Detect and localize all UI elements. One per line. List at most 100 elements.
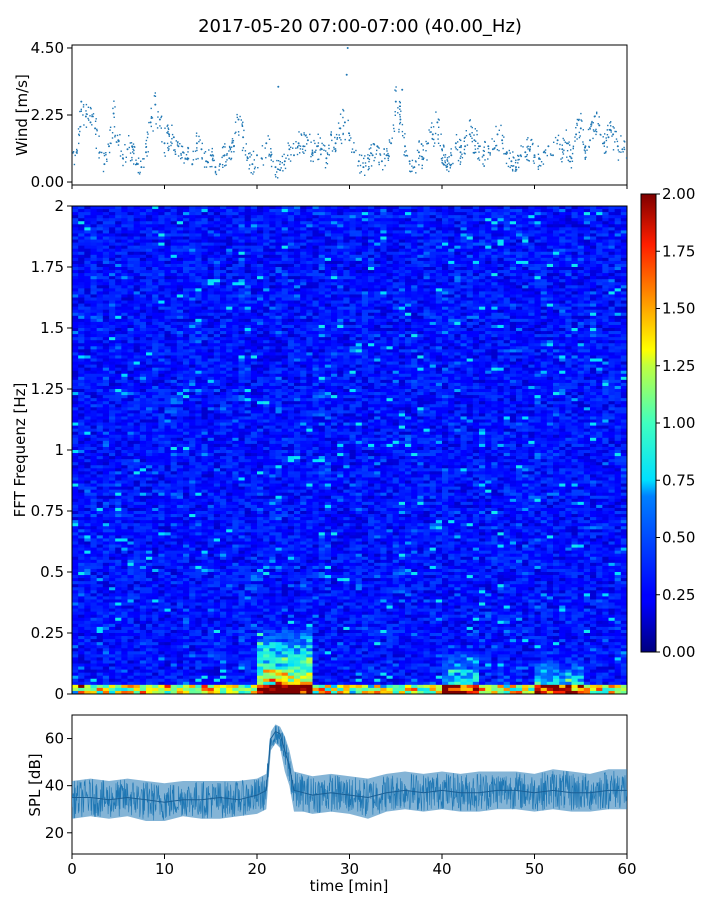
spectrogram-cell (238, 288, 246, 292)
spectrogram-cell (232, 218, 239, 222)
spectrogram-cell (386, 321, 394, 326)
spectrogram-cell (207, 221, 215, 225)
spectrogram-cell (590, 273, 597, 277)
spectrogram-cell (472, 297, 480, 301)
spectrogram-cell (263, 306, 270, 311)
spectrogram-cell (620, 227, 627, 231)
spectrogram-cell (331, 236, 338, 240)
spectrogram-cell (244, 263, 252, 268)
spectrogram-cell (238, 212, 246, 216)
spectrogram-cell (152, 254, 159, 259)
wind-point (605, 137, 607, 139)
spectrogram-cell (195, 227, 202, 231)
spectrogram-cell (226, 303, 233, 308)
spectrogram-cell (257, 227, 264, 231)
spectrogram-cell (72, 212, 79, 216)
spectrogram-cell (435, 324, 443, 329)
spectrogram-cell (189, 273, 196, 277)
spectrogram-cell (78, 215, 85, 219)
spectrogram-cell (127, 245, 135, 250)
spectrogram-cell (164, 254, 172, 259)
spectrogram-cell (602, 239, 609, 243)
spectrogram-cell (596, 303, 603, 308)
spectrogram-cell (127, 227, 135, 231)
spectrogram-cell (417, 321, 424, 326)
spectrogram-cell (170, 227, 178, 231)
wind-point (444, 154, 447, 156)
spectrogram-cell (620, 239, 627, 243)
spectrogram-cell (423, 315, 431, 320)
spectrogram-cell (374, 257, 381, 262)
spectrogram-cell (127, 300, 135, 304)
spectrogram-cell (374, 267, 381, 271)
spectrogram-cell (423, 273, 431, 277)
wind-point (325, 162, 327, 164)
spectrogram-cell (146, 224, 153, 228)
spectrogram-cell (220, 251, 227, 256)
wind-point (262, 164, 265, 166)
spectrogram-cell (417, 324, 424, 329)
spectrogram-cell (429, 315, 437, 320)
spectrogram-cell (429, 297, 437, 301)
spectrogram-cell (250, 270, 258, 274)
wind-point (377, 146, 379, 148)
wind-point (335, 133, 338, 136)
spectrogram-cell (257, 221, 264, 225)
wind-point (271, 153, 273, 156)
spectrogram-cell (577, 331, 585, 335)
spectrogram-cell (183, 288, 190, 292)
wind-point (145, 151, 147, 154)
wind-point (150, 125, 152, 128)
spectrogram-cell (78, 300, 85, 304)
spectrogram-cell (287, 328, 295, 332)
spectrogram-cell (207, 248, 215, 253)
spectrogram-cell (102, 251, 110, 256)
spectrogram-cell (164, 297, 172, 301)
spectrogram-cell (96, 260, 104, 265)
spectrogram-cell (90, 318, 98, 323)
spectrogram-cell (565, 291, 572, 295)
spectrogram-cell (269, 300, 276, 304)
spectrogram-cell (121, 276, 128, 280)
spectrogram-cell (590, 233, 597, 237)
spectrogram-cell (497, 279, 505, 283)
spectrogram-cell (238, 209, 246, 213)
spectrogram-cell (448, 257, 455, 262)
wind-point (570, 149, 572, 151)
spectrogram-cell (312, 273, 320, 277)
spectrogram-cell (287, 306, 295, 311)
spectrogram-cell (102, 321, 110, 326)
spectrogram-cell (238, 270, 246, 274)
spectrogram-cell (343, 263, 350, 268)
spectrogram-cell (392, 321, 400, 326)
wind-point (460, 139, 462, 142)
spectrogram-cell (331, 263, 338, 268)
spectrogram-cell (374, 324, 381, 329)
spectrogram-cell (324, 309, 332, 314)
spectrogram-cell (331, 270, 338, 274)
spectrogram-cell (472, 282, 480, 286)
spectrogram-cell (109, 328, 116, 332)
wind-point (597, 123, 599, 125)
spectrogram-cell (485, 285, 492, 289)
spectrogram-cell (380, 321, 387, 326)
wind-point (89, 106, 92, 109)
spectrogram-cell (158, 312, 165, 317)
spectrogram-cell (614, 236, 622, 240)
wind-point (444, 156, 446, 158)
spectrogram-cell (152, 257, 159, 262)
wind-point (317, 133, 319, 135)
spectrogram-cell (466, 224, 474, 228)
spectrogram-cell (565, 263, 572, 268)
spectrogram-cell (368, 315, 375, 320)
spectrogram-cell (522, 285, 529, 289)
spectrogram-cell (405, 263, 412, 268)
spectrogram-cell (355, 242, 363, 247)
wind-point (170, 144, 172, 147)
spectrogram-cell (337, 212, 344, 216)
spectrogram-cell (491, 209, 498, 213)
spectrogram-cell (115, 303, 122, 308)
spectrogram-cell (287, 215, 295, 219)
spectrogram-cell (84, 230, 91, 234)
spectrogram-cell (380, 276, 387, 280)
